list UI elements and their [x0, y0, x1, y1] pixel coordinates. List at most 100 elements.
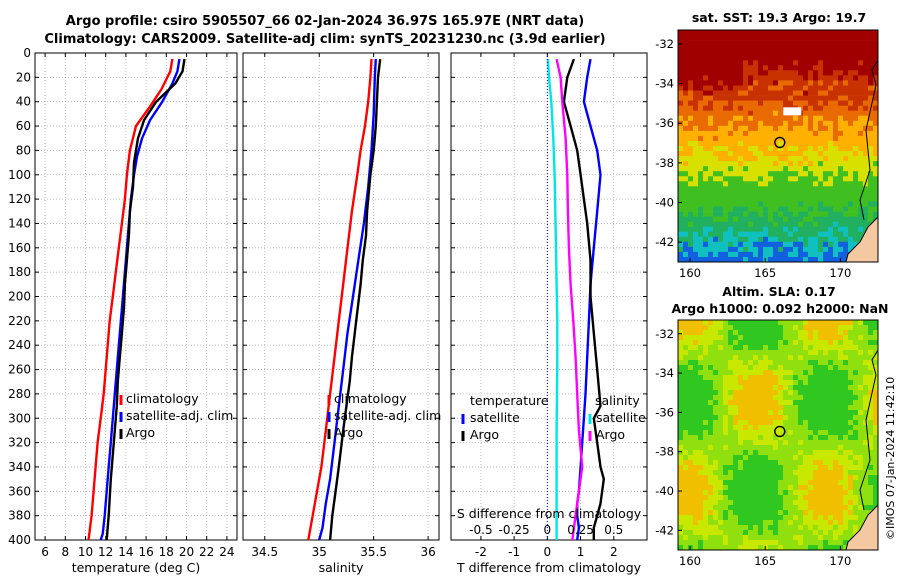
- map-cell: [688, 510, 694, 516]
- map-cell: [688, 231, 694, 238]
- map-cell: [678, 30, 684, 36]
- map-cell: [803, 510, 809, 516]
- map-cell: [748, 50, 754, 56]
- map-cell: [848, 246, 854, 253]
- map-cell: [708, 176, 714, 182]
- map-cell: [743, 450, 749, 456]
- map-cell: [738, 345, 744, 351]
- map-cell: [683, 226, 689, 233]
- map-cell: [833, 535, 839, 541]
- map-cell: [748, 95, 754, 101]
- map-cell: [793, 100, 799, 106]
- map-cell: [808, 176, 814, 182]
- map-cell: [788, 415, 794, 421]
- map-cell: [733, 161, 739, 167]
- map-cell: [738, 231, 744, 238]
- map-cell: [728, 135, 734, 142]
- map-cell: [703, 330, 709, 336]
- map-cell: [688, 450, 694, 456]
- map-cell: [678, 520, 684, 526]
- map-cell: [718, 390, 724, 396]
- x-tick-label: 10: [78, 545, 93, 559]
- map-cell: [833, 151, 839, 157]
- map-cell: [808, 485, 814, 491]
- map-cell: [733, 135, 739, 142]
- map-cell: [783, 70, 789, 76]
- map-cell: [738, 196, 744, 202]
- map-cell: [768, 120, 774, 127]
- map-cell: [793, 75, 799, 81]
- map-cell: [748, 495, 754, 501]
- map-cell: [863, 515, 869, 521]
- map-cell: [773, 415, 779, 421]
- map-cell: [853, 216, 859, 222]
- map-cell: [803, 360, 809, 366]
- map-cell: [773, 211, 779, 217]
- map-cell: [858, 90, 864, 96]
- map-cell: [688, 236, 694, 243]
- map-cell: [728, 141, 734, 147]
- map-cell: [758, 60, 764, 66]
- map-cell: [758, 186, 764, 192]
- map-cell: [778, 201, 784, 207]
- map-cell: [818, 500, 824, 506]
- map-y-tick-label: -34: [655, 77, 674, 91]
- map-cell: [818, 410, 824, 416]
- map-cell: [733, 370, 739, 376]
- map-cell: [818, 435, 824, 441]
- map-cell: [873, 115, 879, 122]
- map-cell: [833, 30, 839, 36]
- map-cell: [813, 151, 819, 157]
- map-cell: [778, 85, 784, 91]
- map-cell: [723, 246, 729, 253]
- map-cell: [828, 500, 834, 506]
- map-cell: [863, 400, 869, 406]
- map-cell: [748, 460, 754, 466]
- map-cell: [743, 410, 749, 416]
- map-cell: [773, 430, 779, 436]
- map-cell: [733, 166, 739, 172]
- sla-map-title-line1: Altim. SLA: 0.17: [722, 284, 836, 299]
- map-cell: [823, 110, 829, 117]
- map-cell: [698, 350, 704, 356]
- map-cell: [788, 380, 794, 386]
- map-cell: [858, 60, 864, 66]
- map-cell: [763, 320, 769, 326]
- map-cell: [868, 125, 874, 132]
- map-cell: [853, 70, 859, 76]
- map-cell: [703, 85, 709, 91]
- map-cell: [683, 525, 689, 531]
- map-cell: [773, 146, 779, 152]
- map-cell: [868, 385, 874, 391]
- map-cell: [833, 181, 839, 187]
- map-cell: [743, 257, 749, 263]
- map-cell: [813, 55, 819, 61]
- map-cell: [703, 460, 709, 466]
- map-cell: [778, 55, 784, 61]
- map-cell: [703, 340, 709, 346]
- map-cell: [683, 500, 689, 506]
- map-cell: [803, 515, 809, 521]
- map-cell: [738, 415, 744, 421]
- map-cell: [858, 415, 864, 421]
- map-cell: [778, 75, 784, 81]
- map-cell: [718, 146, 724, 152]
- map-cell: [773, 475, 779, 481]
- map-cell: [748, 435, 754, 441]
- map-cell: [688, 226, 694, 233]
- map-cell: [778, 135, 784, 142]
- map-cell: [718, 120, 724, 127]
- map-cell: [778, 141, 784, 147]
- map-cell: [743, 141, 749, 147]
- map-cell: [718, 445, 724, 451]
- map-cell: [848, 90, 854, 96]
- map-cell: [873, 40, 879, 46]
- map-cell: [798, 156, 804, 162]
- map-cell: [698, 455, 704, 461]
- map-cell: [858, 236, 864, 243]
- map-cell: [798, 430, 804, 436]
- map-cell: [723, 420, 729, 426]
- map-cell: [683, 257, 689, 263]
- map-cell: [873, 385, 879, 391]
- map-cell: [718, 35, 724, 41]
